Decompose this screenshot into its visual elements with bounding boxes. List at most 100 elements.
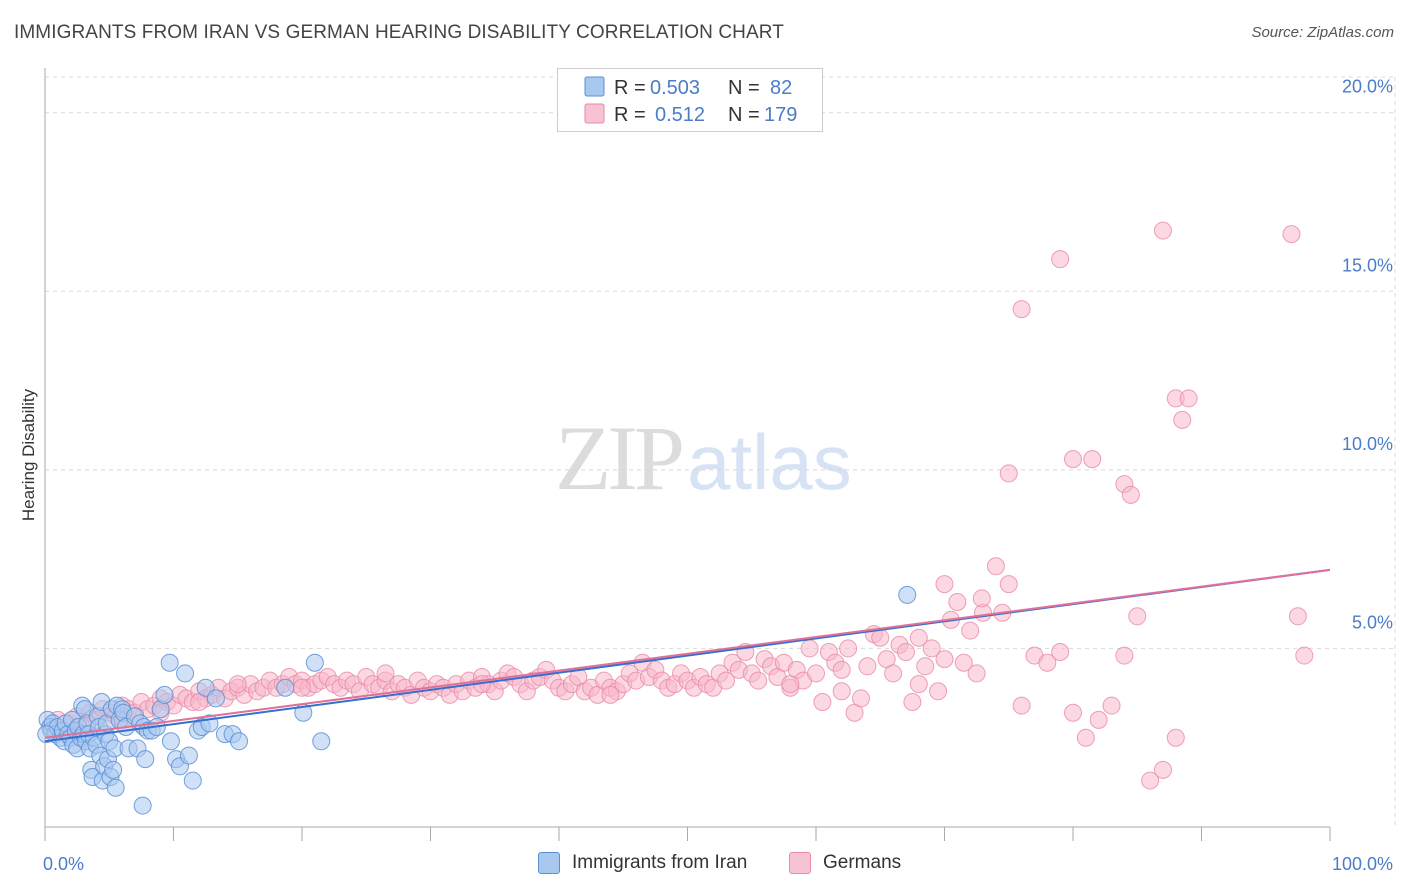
iran-point bbox=[106, 778, 125, 797]
germans-point bbox=[972, 589, 991, 608]
germans-point bbox=[922, 639, 941, 658]
legend-item-germans: Germans bbox=[789, 852, 901, 874]
legend-r-label-2: R = bbox=[614, 104, 646, 126]
legend-swatch-pink bbox=[584, 103, 605, 124]
germans-point bbox=[1153, 221, 1172, 240]
legend-r-label-1: R = bbox=[614, 77, 646, 99]
iran-point bbox=[104, 760, 123, 779]
germans-point bbox=[909, 628, 928, 647]
germans-point bbox=[909, 675, 928, 694]
germans-point bbox=[935, 575, 954, 594]
correlation-legend: R = 0.503 N = 82 R = 0.512 N = 179 bbox=[557, 68, 823, 132]
iran-point bbox=[183, 771, 202, 790]
y-tick-label: 10.0% bbox=[1342, 434, 1393, 454]
iran-point bbox=[312, 732, 331, 751]
germans-point bbox=[813, 693, 832, 711]
germans-point bbox=[999, 464, 1018, 483]
germans-points bbox=[42, 221, 1314, 790]
germans-point bbox=[961, 621, 980, 640]
germans-point bbox=[807, 664, 825, 683]
germans-point bbox=[1102, 696, 1121, 715]
tick-labels: 5.0% 10.0% 15.0% 20.0% 0.0% 100.0% bbox=[43, 77, 1393, 874]
germans-point bbox=[601, 685, 620, 704]
germans-point bbox=[376, 664, 395, 683]
germans-point bbox=[832, 660, 851, 679]
germans-point bbox=[1076, 728, 1095, 747]
iran-point bbox=[37, 725, 56, 744]
y-tick-label: 15.0% bbox=[1342, 255, 1393, 275]
legend-label-iran: Immigrants from Iran bbox=[572, 852, 748, 873]
iran-point bbox=[133, 796, 152, 815]
germans-point bbox=[1089, 710, 1108, 729]
legend-item-iran: Immigrants from Iran bbox=[538, 852, 747, 874]
germans-point bbox=[228, 675, 247, 694]
legend-svg: R = 0.503 N = 82 R = 0.512 N = 179 bbox=[584, 76, 797, 126]
germans-point bbox=[851, 689, 870, 708]
legend-label-germans: Germans bbox=[823, 852, 902, 873]
x-tick-label-max: 100.0% bbox=[1332, 854, 1393, 874]
iran-point bbox=[176, 664, 195, 683]
germans-point bbox=[1012, 300, 1031, 319]
germans-point bbox=[967, 664, 986, 683]
germans-point bbox=[749, 671, 768, 690]
germans-point bbox=[1121, 485, 1140, 504]
germans-point bbox=[916, 657, 935, 676]
legend-n-value-1: 82 bbox=[770, 77, 792, 99]
source-label: Source: ZipAtlas.com bbox=[1251, 24, 1394, 41]
germans-point bbox=[1038, 653, 1057, 672]
legend-r-value-2: 0.512 bbox=[655, 104, 705, 126]
germans-point bbox=[1128, 607, 1147, 626]
germans-point bbox=[896, 643, 915, 661]
germans-point bbox=[293, 678, 311, 697]
watermark-zip: ZIP bbox=[555, 407, 685, 509]
trend-lines bbox=[44, 568, 1331, 743]
germans-point bbox=[986, 557, 1005, 576]
germans-point bbox=[1083, 450, 1102, 469]
iran-point bbox=[305, 653, 324, 672]
germans-point bbox=[1064, 703, 1082, 722]
axes bbox=[44, 68, 1331, 841]
germans-point bbox=[1179, 389, 1198, 408]
germans-point bbox=[1153, 760, 1172, 779]
y-tick-label: 5.0% bbox=[1352, 612, 1393, 632]
iran-point bbox=[898, 585, 917, 604]
germans-point bbox=[1064, 450, 1082, 469]
germans-point bbox=[717, 671, 736, 690]
x-tick-label-min: 0.0% bbox=[43, 854, 84, 874]
germans-point bbox=[839, 639, 858, 658]
y-tick-label: 20.0% bbox=[1342, 77, 1393, 97]
germans-point bbox=[929, 682, 948, 701]
germans-point bbox=[1288, 607, 1307, 626]
germans-point bbox=[871, 628, 890, 647]
iran-point bbox=[155, 685, 174, 704]
iran-point bbox=[230, 732, 249, 751]
germans-point bbox=[884, 664, 903, 683]
watermark: ZIPatlas bbox=[555, 405, 852, 511]
legend-swatch-blue bbox=[584, 76, 605, 97]
germans-point bbox=[1166, 728, 1185, 747]
germans-point bbox=[1012, 696, 1031, 715]
iran-point bbox=[206, 689, 225, 708]
legend-r-value-1: 0.503 bbox=[650, 77, 700, 99]
germans-point bbox=[1141, 771, 1160, 790]
germans-point bbox=[1282, 225, 1301, 244]
germans-point bbox=[999, 575, 1018, 594]
legend-n-label-1: N = bbox=[728, 77, 760, 99]
germans-point bbox=[858, 657, 877, 676]
germans-point bbox=[800, 639, 819, 658]
iran-point bbox=[161, 732, 180, 751]
watermark-atlas: atlas bbox=[687, 418, 852, 506]
chart-title: IMMIGRANTS FROM IRAN VS GERMAN HEARING D… bbox=[14, 22, 784, 43]
germans-point bbox=[935, 650, 954, 669]
germans-point bbox=[948, 593, 967, 611]
germans-point bbox=[1051, 250, 1070, 269]
iran-point bbox=[179, 746, 198, 765]
germans-point bbox=[832, 682, 851, 701]
legend-n-label-2: N = bbox=[728, 104, 760, 126]
iran-point bbox=[136, 750, 155, 769]
legend-swatch-iran bbox=[538, 852, 560, 874]
germans-point bbox=[1051, 643, 1070, 661]
germans-trend-line bbox=[44, 568, 1331, 739]
germans-point bbox=[903, 693, 922, 711]
iran-point bbox=[276, 678, 295, 697]
